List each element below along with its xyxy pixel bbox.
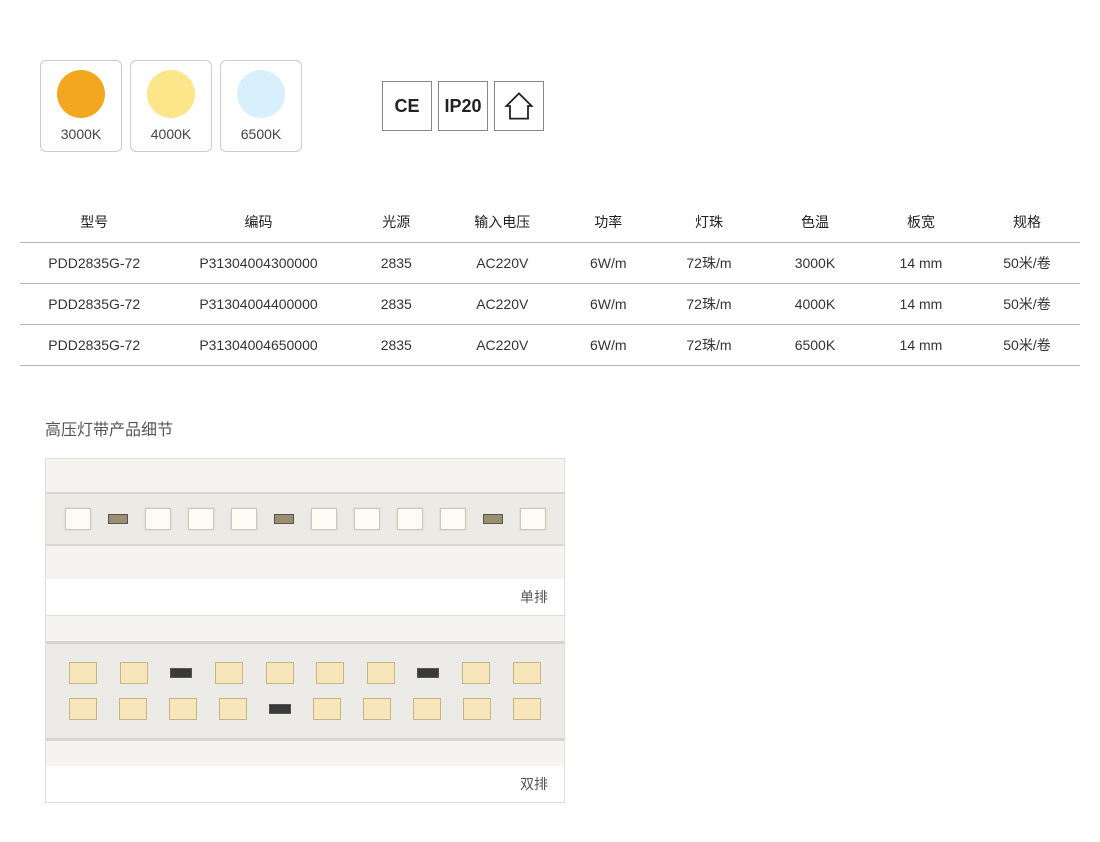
table-cell: 2835 [349, 243, 444, 284]
table-cell: P31304004650000 [168, 325, 348, 366]
color-temp-swatch-icon [147, 70, 195, 118]
ce-text: CE [394, 96, 419, 117]
table-row: PDD2835G-72P313040046500002835AC220V6W/m… [20, 325, 1080, 366]
ip-text: IP20 [444, 96, 481, 117]
cert-icons: CE IP20 [382, 81, 544, 131]
strip-single-image [46, 459, 564, 579]
color-temp-group: 3000K 4000K 6500K [40, 60, 302, 152]
table-cell: 72珠/m [656, 325, 762, 366]
spec-header-cell: 功率 [561, 202, 656, 243]
table-cell: AC220V [444, 284, 561, 325]
spec-header-cell: 规格 [974, 202, 1080, 243]
color-temp-swatch-icon [237, 70, 285, 118]
ce-mark-icon: CE [382, 81, 432, 131]
table-cell: 14 mm [868, 243, 974, 284]
spec-header-row: 型号编码光源输入电压功率灯珠色温板宽规格 [20, 202, 1080, 243]
spec-header-cell: 编码 [168, 202, 348, 243]
strip-double-image [46, 616, 564, 766]
table-cell: 50米/卷 [974, 325, 1080, 366]
table-cell: 50米/卷 [974, 284, 1080, 325]
table-cell: 72珠/m [656, 284, 762, 325]
table-cell: 6500K [762, 325, 868, 366]
table-cell: 6W/m [561, 243, 656, 284]
spec-header-cell: 色温 [762, 202, 868, 243]
detail-row-single: 单排 [46, 459, 564, 616]
led-strip-double [46, 641, 564, 741]
color-temp-label: 3000K [61, 126, 101, 142]
table-cell: 2835 [349, 325, 444, 366]
spec-table: 型号编码光源输入电压功率灯珠色温板宽规格 PDD2835G-72P3130400… [20, 202, 1080, 366]
table-cell: 14 mm [868, 325, 974, 366]
table-cell: PDD2835G-72 [20, 243, 168, 284]
detail-title: 高压灯带产品细节 [45, 416, 1100, 440]
table-cell: PDD2835G-72 [20, 325, 168, 366]
table-cell: 2835 [349, 284, 444, 325]
table-cell: AC220V [444, 243, 561, 284]
detail-box: 单排 双排 [45, 458, 565, 803]
spec-header-cell: 型号 [20, 202, 168, 243]
led-strip-single [46, 492, 564, 546]
table-cell: P31304004300000 [168, 243, 348, 284]
spec-header-cell: 输入电压 [444, 202, 561, 243]
color-temp-label: 4000K [151, 126, 191, 142]
table-cell: 4000K [762, 284, 868, 325]
table-cell: P31304004400000 [168, 284, 348, 325]
table-cell: 6W/m [561, 284, 656, 325]
color-temp-swatch-icon [57, 70, 105, 118]
table-row: PDD2835G-72P313040043000002835AC220V6W/m… [20, 243, 1080, 284]
spec-header-cell: 光源 [349, 202, 444, 243]
spec-header-cell: 灯珠 [656, 202, 762, 243]
top-section: 3000K 4000K 6500K CE IP20 [0, 0, 1100, 182]
table-cell: 6W/m [561, 325, 656, 366]
color-temp-box-6500K: 6500K [220, 60, 302, 152]
detail-row-double: 双排 [46, 616, 564, 802]
table-cell: 50米/卷 [974, 243, 1080, 284]
color-temp-box-4000K: 4000K [130, 60, 212, 152]
indoor-house-icon [494, 81, 544, 131]
spec-header-cell: 板宽 [868, 202, 974, 243]
color-temp-label: 6500K [241, 126, 281, 142]
table-cell: PDD2835G-72 [20, 284, 168, 325]
strip-single-label: 单排 [46, 579, 564, 615]
table-cell: 72珠/m [656, 243, 762, 284]
color-temp-box-3000K: 3000K [40, 60, 122, 152]
table-row: PDD2835G-72P313040044000002835AC220V6W/m… [20, 284, 1080, 325]
table-cell: 3000K [762, 243, 868, 284]
ip-rating-icon: IP20 [438, 81, 488, 131]
spec-body: PDD2835G-72P313040043000002835AC220V6W/m… [20, 243, 1080, 366]
table-cell: AC220V [444, 325, 561, 366]
strip-double-label: 双排 [46, 766, 564, 802]
table-cell: 14 mm [868, 284, 974, 325]
